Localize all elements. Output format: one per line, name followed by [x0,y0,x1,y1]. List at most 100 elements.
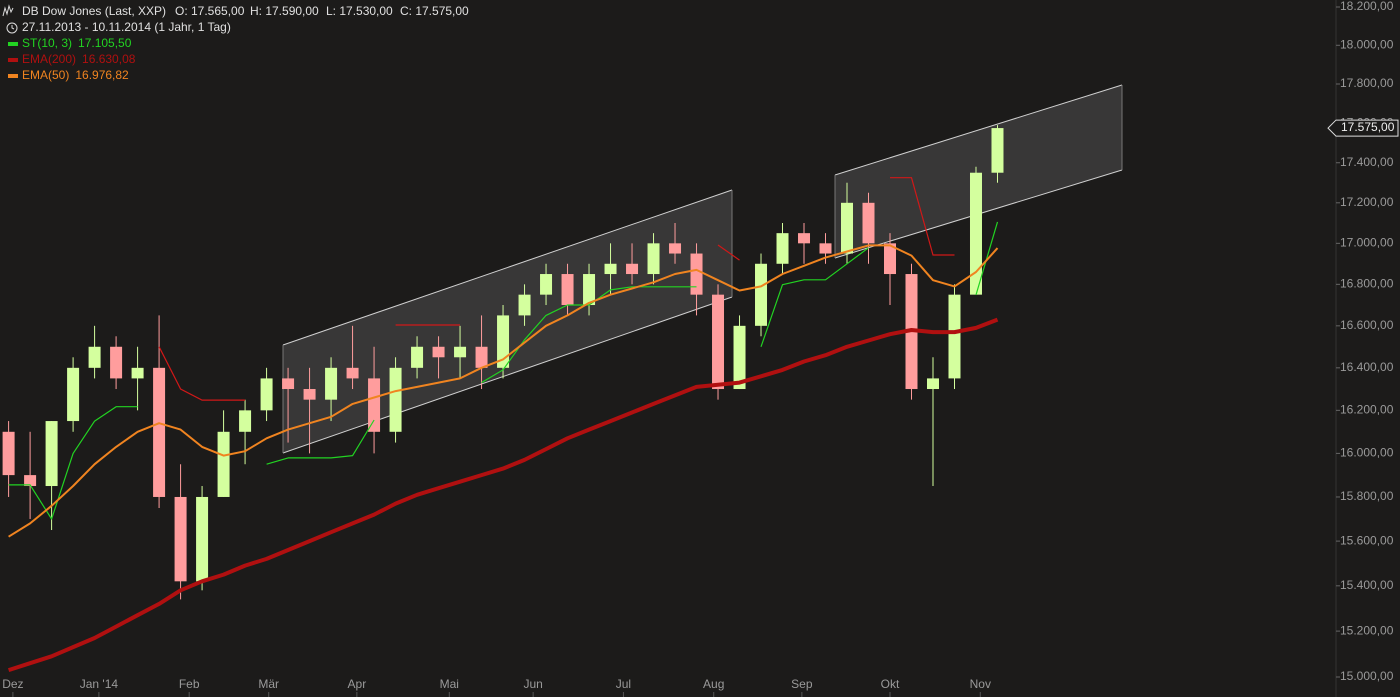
candle-body [174,496,187,582]
candle-body [475,346,488,368]
candle-body [67,367,80,422]
ohlc-label: O: 17.565,00 [175,4,245,18]
date-range: 27.11.2013 - 10.11.2014 (1 Jahr, 1 Tag) [22,20,231,34]
legend-swatch [8,42,18,46]
candle-body [282,378,295,390]
channel-line [834,84,1123,176]
channel-line [282,296,733,454]
last-price-label: 17.575,00 [1341,120,1395,134]
candle-body [24,475,37,487]
candle-body [884,243,896,275]
trend-channel [835,85,1122,258]
candle-body [325,367,338,400]
indicator-line-down [158,177,955,401]
candle-body [45,421,58,487]
x-tick-label: Sep [791,677,813,691]
candle-body [239,410,252,432]
indicator-line [8,244,999,538]
legend-swatch [8,58,18,62]
x-tick-label: Jan '14 [80,677,119,691]
candle-body [497,315,510,368]
y-tick-label: 17.400,00 [1340,155,1394,169]
candle-body [991,128,1004,173]
candle-body [518,294,531,316]
x-tick-label: Apr [348,677,367,691]
y-tick-label: 16.600,00 [1340,318,1394,332]
y-tick-label: 16.400,00 [1340,360,1394,374]
candle-body [583,274,596,306]
x-tick-label: Jul [616,677,631,691]
candle-body [217,431,230,497]
ohlc-label: H: 17.590,00 [250,4,319,18]
candle-body [368,378,381,432]
candle-body [88,346,101,368]
ohlc-label: L: 17.530,00 [326,4,393,18]
candle-body [131,367,144,379]
candle-body [819,243,832,254]
candle-body [862,202,875,244]
y-tick-label: 17.200,00 [1340,195,1394,209]
legend-swatch [8,74,18,78]
clock-hand [11,25,15,30]
legend-value: 16.630,08 [82,52,136,66]
y-tick-label: 18.200,00 [1340,0,1394,13]
y-tick-label: 16.200,00 [1340,403,1394,417]
candle-body [669,243,682,254]
y-tick-label: 17.800,00 [1340,76,1394,90]
candle-body [561,274,574,306]
y-tick-label: 16.800,00 [1340,277,1394,291]
y-tick-label: 15.000,00 [1340,669,1394,683]
x-tick-label: Jun [523,677,542,691]
candle-body [626,263,639,275]
channel-line [282,189,733,346]
candle-body [690,253,703,295]
candle-body [389,367,402,432]
chart-icon [2,4,14,17]
candle-body [604,263,617,275]
candle-body [411,346,424,368]
y-tick-label: 15.600,00 [1340,533,1394,547]
legend-value: 16.976,82 [75,68,129,82]
candle-body [798,233,811,244]
candle-body [776,233,789,264]
x-tick-label: Feb [179,677,200,691]
candle-body [346,367,359,379]
x-tick-label: Nov [970,677,991,691]
x-tick-label: Mär [258,677,279,691]
x-tick-label: Mai [440,677,459,691]
candle-body [841,202,854,254]
legend-label: EMA(200) [22,52,76,66]
candle-body [303,389,316,400]
candle-body [432,346,445,358]
candle-body [948,294,961,379]
y-tick-label: 15.400,00 [1340,578,1394,592]
indicator-line [7,317,999,673]
candle-body [647,243,660,275]
candle-body [153,367,166,497]
clock-icon [6,22,18,34]
x-tick-label: Okt [881,677,900,691]
legend-label: EMA(50) [22,68,69,82]
candle-body [733,325,746,390]
x-tick-label: Aug [703,677,724,691]
candle-body [926,378,939,390]
candle-body [755,263,768,326]
plot-area [2,125,1004,673]
y-tick-label: 18.000,00 [1340,37,1394,51]
ohlc-label: C: 17.575,00 [400,4,469,18]
legend-value: 17.105,50 [78,36,132,50]
y-tick-label: 16.000,00 [1340,446,1394,460]
candle-body [2,431,15,476]
y-tick-label: 15.800,00 [1340,489,1394,503]
candle-body [712,294,725,390]
y-tick-label: 15.200,00 [1340,623,1394,637]
y-tick-label: 17.000,00 [1340,236,1394,250]
candle-body [110,346,123,379]
candle-body [540,274,553,295]
legend-label: ST(10, 3) [22,36,72,50]
candle-body [196,496,209,582]
candle-body [969,172,982,295]
